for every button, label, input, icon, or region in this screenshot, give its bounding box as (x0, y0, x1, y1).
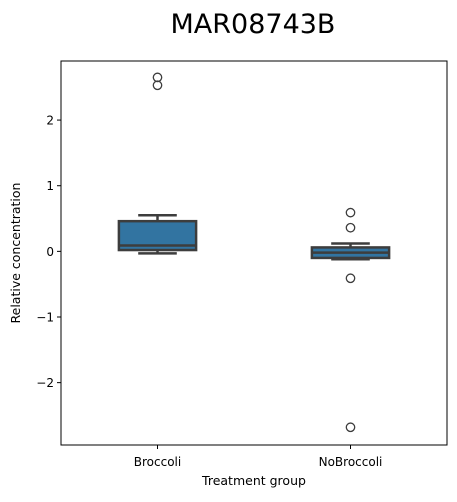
outlier-point (152, 80, 163, 91)
box-nobroccoli (310, 207, 391, 433)
y-axis: −2 −1 0 1 2 (36, 114, 61, 390)
outlier-point (345, 273, 356, 284)
outlier-point (345, 222, 356, 233)
y-axis-label: Relative concentration (8, 183, 23, 324)
x-tick-label: NoBroccoli (319, 455, 383, 469)
box-series (117, 72, 391, 433)
y-tick-label: 1 (46, 179, 54, 193)
outlier-point (152, 72, 163, 83)
plot-area-frame (60, 60, 448, 446)
x-axis: Broccoli NoBroccoli (134, 445, 383, 469)
outlier-point (345, 207, 356, 218)
y-tick-label: −1 (36, 311, 54, 325)
box-broccoli (117, 72, 198, 255)
x-axis-label: Treatment group (201, 473, 306, 488)
chart-title: MAR08743B (171, 9, 336, 40)
x-tick-label: Broccoli (134, 455, 181, 469)
outlier-point (345, 422, 356, 433)
y-tick-label: −2 (36, 376, 54, 390)
y-tick-label: 2 (46, 114, 54, 128)
y-tick-label: 0 (46, 245, 54, 259)
